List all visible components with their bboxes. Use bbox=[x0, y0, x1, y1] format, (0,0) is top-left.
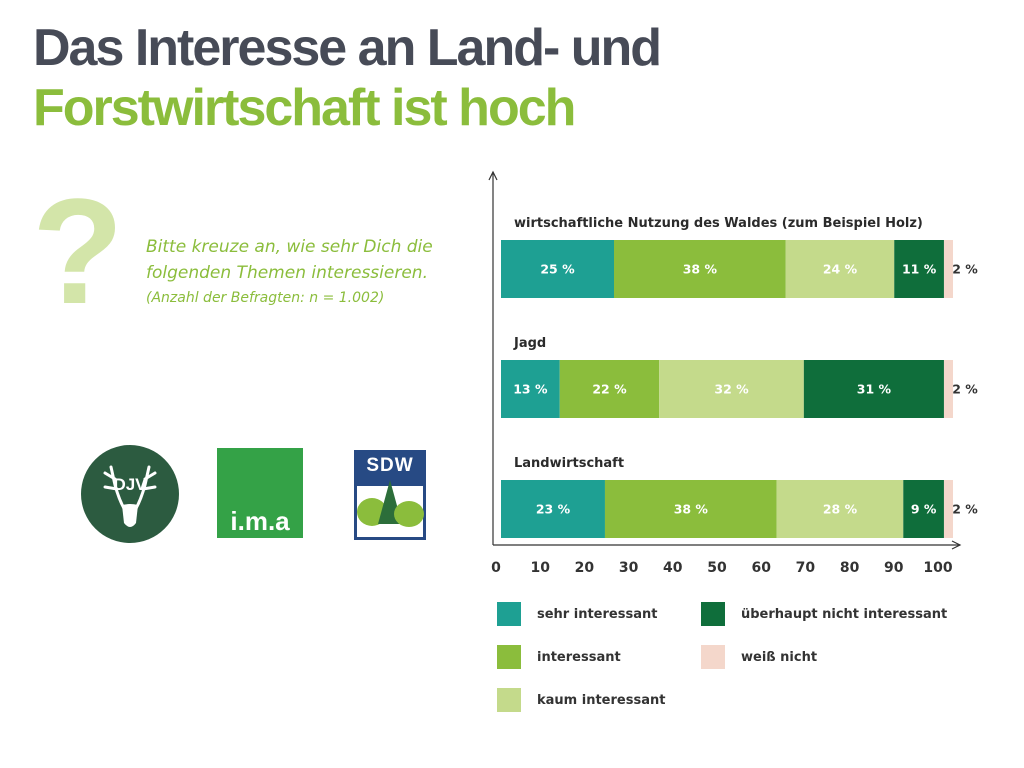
data-label: 28 % bbox=[823, 502, 858, 517]
x-tick-label: 20 bbox=[575, 560, 595, 576]
legend-swatch bbox=[701, 645, 725, 669]
bar-segment bbox=[894, 240, 944, 298]
ima-logo: i.m.a bbox=[217, 448, 303, 538]
chart-x-ticks: 0 10 20 30 40 50 60 70 80 90 100 bbox=[491, 560, 953, 576]
data-label: 23 % bbox=[536, 502, 571, 517]
category-label: Jagd bbox=[513, 336, 546, 351]
data-label: 2 % bbox=[952, 262, 978, 277]
ima-logo-text: i.m.a bbox=[230, 506, 290, 536]
bar-segment bbox=[614, 240, 786, 298]
legend-label: sehr interessant bbox=[537, 606, 658, 622]
survey-sample-size: (Anzahl der Befragten: n = 1.002) bbox=[146, 290, 385, 306]
djv-logo: DJV bbox=[81, 445, 179, 543]
bar-segment bbox=[803, 360, 944, 418]
x-tick-label: 40 bbox=[663, 560, 683, 576]
y-axis-arrow-icon bbox=[488, 170, 498, 181]
data-label: 9 % bbox=[911, 502, 937, 517]
legend-item: überhaupt nicht interessant bbox=[701, 602, 947, 626]
sdw-logo-text: SDW bbox=[366, 455, 414, 476]
legend-label: weiß nicht bbox=[741, 649, 818, 665]
bar-segment bbox=[943, 480, 953, 538]
page-title-line-1: Das Interesse an Land- und bbox=[33, 19, 662, 77]
data-label: 22 % bbox=[592, 382, 627, 397]
data-label: 32 % bbox=[714, 382, 749, 397]
x-axis-arrow-icon bbox=[951, 540, 962, 550]
survey-question-text: Bitte kreuze an, wie sehr Dich die folge… bbox=[146, 237, 433, 283]
bar-segment bbox=[501, 360, 560, 418]
legend-item: interessant bbox=[497, 645, 621, 669]
bar-segment bbox=[501, 240, 614, 298]
bar-segment bbox=[659, 360, 804, 418]
legend-item: sehr interessant bbox=[497, 602, 657, 626]
question-mark-icon: ? bbox=[32, 167, 124, 335]
legend-item: weiß nicht bbox=[701, 645, 817, 669]
data-label: 2 % bbox=[952, 382, 978, 397]
legend-label: kaum interessant bbox=[537, 692, 666, 708]
bar-segment bbox=[903, 480, 944, 538]
data-label: 24 % bbox=[823, 262, 858, 277]
data-label: 11 % bbox=[902, 262, 937, 277]
sdw-logo: SDW bbox=[354, 450, 426, 540]
trees-icon bbox=[357, 480, 424, 537]
data-label: 31 % bbox=[857, 382, 892, 397]
x-tick-label: 70 bbox=[796, 560, 816, 576]
bar-segment bbox=[604, 480, 777, 538]
x-tick-label: 80 bbox=[840, 560, 860, 576]
data-label: 13 % bbox=[513, 382, 548, 397]
x-tick-label: 50 bbox=[707, 560, 727, 576]
bar-segment bbox=[501, 480, 605, 538]
data-label: 2 % bbox=[952, 502, 978, 517]
chart-axes bbox=[488, 170, 962, 550]
category-label: wirtschaftliche Nutzung des Waldes (zum … bbox=[514, 216, 923, 231]
djv-logo-text: DJV bbox=[113, 475, 147, 494]
x-tick-label: 0 bbox=[491, 560, 501, 576]
x-tick-label: 90 bbox=[884, 560, 904, 576]
bar-segment bbox=[785, 240, 895, 298]
x-tick-label: 10 bbox=[530, 560, 550, 576]
category-label: Landwirtschaft bbox=[514, 456, 624, 471]
antler-icon bbox=[103, 465, 157, 527]
legend-swatch bbox=[497, 602, 521, 626]
x-tick-label: 100 bbox=[923, 560, 952, 576]
bar-segment bbox=[943, 360, 953, 418]
data-label: 38 % bbox=[674, 502, 709, 517]
legend-label: interessant bbox=[537, 649, 621, 665]
x-tick-label: 60 bbox=[751, 560, 771, 576]
page-title-line-2: Forstwirtschaft ist hoch bbox=[33, 79, 576, 137]
legend-swatch bbox=[701, 602, 725, 626]
legend-item: kaum interessant bbox=[497, 688, 665, 712]
legend-swatch bbox=[497, 688, 521, 712]
bar-segment bbox=[559, 360, 660, 418]
x-tick-label: 30 bbox=[619, 560, 639, 576]
legend-swatch bbox=[497, 645, 521, 669]
chart-bars: wirtschaftliche Nutzung des Waldes (zum … bbox=[501, 216, 978, 538]
bar-segment bbox=[943, 240, 953, 298]
data-label: 38 % bbox=[683, 262, 718, 277]
data-label: 25 % bbox=[540, 262, 575, 277]
legend-label: überhaupt nicht interessant bbox=[741, 606, 948, 622]
survey-question: Bitte kreuze an, wie sehr Dich die folge… bbox=[146, 234, 486, 310]
bar-segment bbox=[776, 480, 904, 538]
